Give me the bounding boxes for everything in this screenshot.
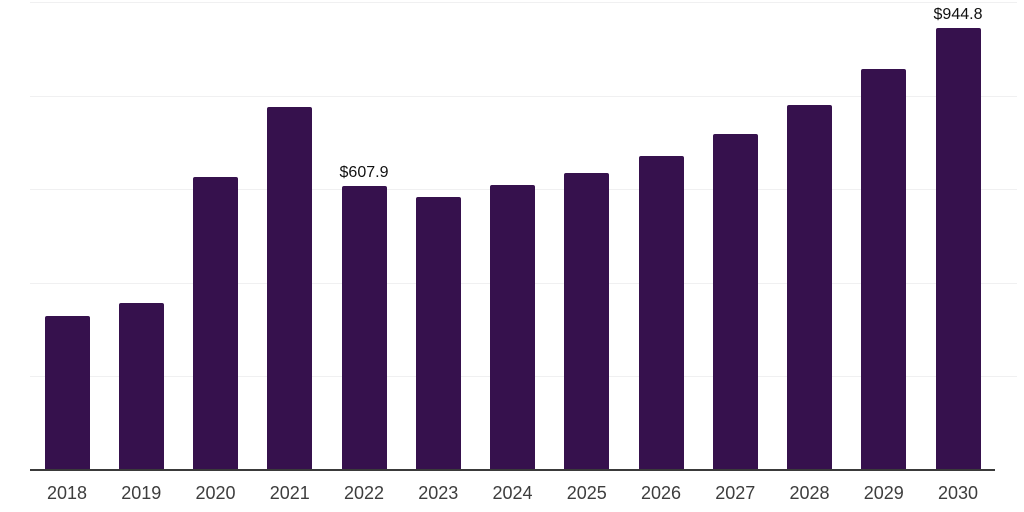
bar-2025 (564, 173, 610, 470)
bar-2022 (341, 185, 387, 470)
x-tick-label-2023: 2023 (418, 483, 459, 503)
x-tick-label-2025: 2025 (566, 483, 607, 503)
x-tick-label-2024: 2024 (492, 483, 533, 503)
bar-2029 (861, 69, 907, 470)
plot-area (30, 2, 1017, 470)
x-tick-label-2026: 2026 (640, 483, 682, 503)
x-tick-label-2021: 2021 (269, 483, 310, 503)
x-tick-label-2027: 2027 (715, 483, 756, 503)
gridline-800 (30, 95, 1017, 97)
x-tick-label-2020: 2020 (195, 483, 236, 503)
bar-2023 (415, 196, 461, 470)
gridline-1000 (30, 2, 1017, 3)
x-tick-label-2028: 2028 (789, 483, 830, 503)
x-axis-line (30, 469, 995, 471)
bar-2027 (712, 134, 758, 470)
bar-2018 (44, 315, 90, 470)
x-tick-label-2018: 2018 (46, 483, 88, 503)
bar-value-label-2030: $944.8 (933, 5, 983, 23)
bar-2020 (193, 176, 238, 470)
bar-2028 (787, 105, 832, 470)
x-tick-label-2022: 2022 (343, 483, 385, 503)
x-tick-label-2029: 2029 (863, 483, 904, 503)
bar-2021 (267, 107, 313, 470)
bar-2030 (935, 27, 981, 470)
x-tick-label-2019: 2019 (121, 483, 162, 503)
bar-2024 (490, 184, 535, 470)
x-tick-label-2030: 2030 (937, 483, 979, 503)
bar-2019 (118, 302, 164, 470)
bar-value-label-2022: $607.9 (339, 163, 389, 181)
bar-2026 (638, 156, 684, 470)
